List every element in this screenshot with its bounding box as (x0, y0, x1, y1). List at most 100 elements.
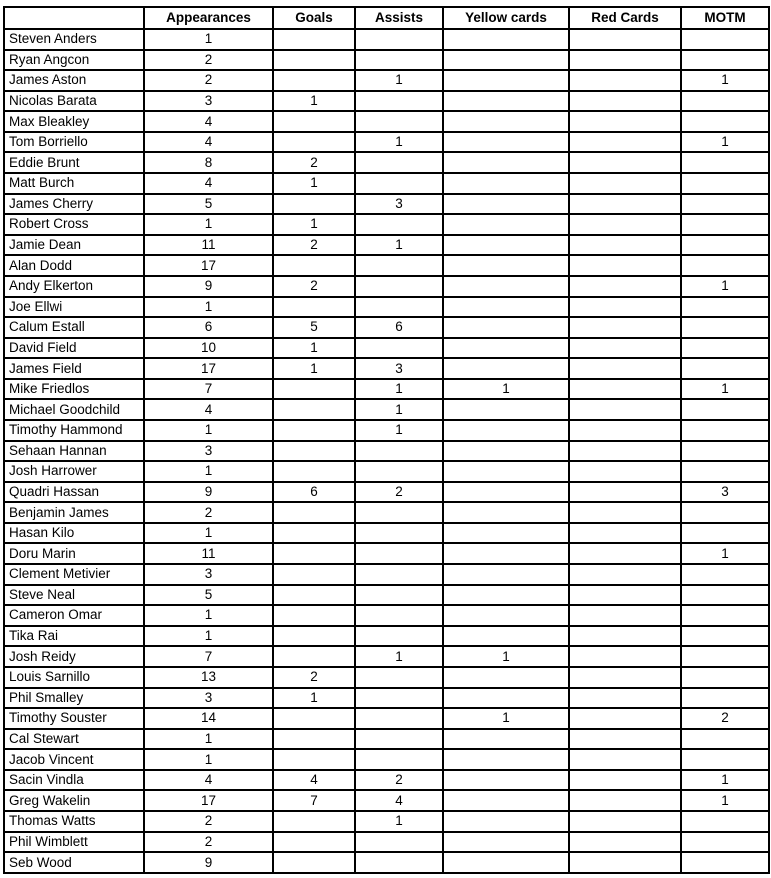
stat-cell (442, 480, 570, 504)
table-row: Sehaan Hannan 3 (3, 439, 770, 463)
table-row: Tika Rai 1 (3, 624, 770, 648)
player-name-cell: Josh Harrower (3, 460, 145, 483)
stat-cell (354, 542, 444, 566)
stat-cell: 1 (143, 727, 274, 751)
player-name-cell: Timothy Hammond (3, 419, 145, 442)
stat-cell (272, 563, 356, 586)
stat-cell (354, 460, 444, 483)
table-row: Max Bleakley 4 (3, 110, 770, 133)
stat-cell (442, 501, 570, 524)
player-name-cell: Matt Burch (3, 172, 145, 195)
stat-cell: 13 (143, 665, 274, 689)
stat-cell (680, 830, 770, 854)
table-row: Alan Dodd 17 (3, 254, 770, 277)
table-row: Benjamin James 2 (3, 501, 770, 524)
stat-cell (354, 830, 444, 854)
stat-cell (680, 748, 770, 771)
player-name-cell: Max Bleakley (3, 110, 145, 133)
stat-cell: 1 (354, 809, 444, 833)
stat-cell (568, 624, 682, 648)
stat-cell (442, 851, 570, 874)
stat-cell (680, 89, 770, 113)
stat-cell (568, 809, 682, 833)
stat-cell (272, 110, 356, 133)
table-row: David Field 10 1 (3, 336, 770, 360)
stat-cell (568, 542, 682, 566)
stat-cell (568, 563, 682, 586)
stat-cell (568, 665, 682, 689)
stat-cell (680, 233, 770, 257)
stat-cell (680, 28, 770, 51)
player-name-cell: Sacin Vindla (3, 768, 145, 792)
player-name-cell: Ryan Angcon (3, 48, 145, 72)
player-name-cell: Steve Neal (3, 583, 145, 607)
stat-cell (354, 583, 444, 607)
stat-cell (272, 419, 356, 442)
player-name-cell: Jamie Dean (3, 233, 145, 257)
stat-cell: 1 (680, 768, 770, 792)
table-body: Steven Anders 1 Ryan Angcon 2 James Aston 2 1 1… (3, 28, 770, 874)
player-name-cell: Greg Wakelin (3, 789, 145, 812)
player-name-cell: Alan Dodd (3, 254, 145, 277)
stat-cell: 6 (143, 316, 274, 339)
stat-cell: 3 (354, 357, 444, 380)
stat-cell: 5 (143, 192, 274, 216)
stat-cell (680, 151, 770, 175)
stat-cell: 9 (143, 274, 274, 298)
stat-cell (354, 151, 444, 175)
stat-cell (442, 563, 570, 586)
stat-cell (442, 439, 570, 463)
stat-cell: 2 (143, 501, 274, 524)
table-row: James Field 17 1 3 (3, 357, 770, 380)
stat-cell: 9 (143, 480, 274, 504)
stat-cell (442, 89, 570, 113)
table-row: Jacob Vincent 1 (3, 748, 770, 771)
stat-cell: 17 (143, 254, 274, 277)
stat-cell: 1 (143, 460, 274, 483)
stat-cell (680, 398, 770, 421)
player-name-cell: Louis Sarnillo (3, 665, 145, 689)
stat-cell: 1 (143, 624, 274, 648)
table-row: Mike Friedlos 7 1 1 1 (3, 377, 770, 401)
player-name-cell: David Field (3, 336, 145, 360)
stat-cell: 6 (354, 316, 444, 339)
stat-cell: 1 (442, 645, 570, 668)
stat-cell (272, 130, 356, 154)
stat-cell (568, 501, 682, 524)
stat-cell (442, 604, 570, 627)
player-name-cell: Doru Marin (3, 542, 145, 566)
stat-cell (680, 686, 770, 710)
stat-cell (442, 768, 570, 792)
player-name-cell: Eddie Brunt (3, 151, 145, 175)
stat-cell: 3 (354, 192, 444, 216)
stat-cell (272, 645, 356, 668)
player-name-cell: Steven Anders (3, 28, 145, 51)
stat-cell (442, 809, 570, 833)
stat-cell (680, 809, 770, 833)
stat-cell (568, 830, 682, 854)
stat-cell: 1 (143, 419, 274, 442)
stat-cell: 7 (272, 789, 356, 812)
stat-cell: 1 (272, 357, 356, 380)
stat-cell (272, 583, 356, 607)
stat-cell (354, 665, 444, 689)
table-row: Louis Sarnillo 13 2 (3, 665, 770, 689)
stat-cell (442, 830, 570, 854)
stat-cell (568, 419, 682, 442)
stat-cell: 4 (143, 398, 274, 421)
player-name-cell: James Field (3, 357, 145, 380)
player-name-cell: Hasan Kilo (3, 521, 145, 545)
stat-cell (680, 583, 770, 607)
stat-cell: 4 (272, 768, 356, 792)
stat-cell: 1 (680, 69, 770, 92)
stat-cell (442, 316, 570, 339)
stat-cell: 1 (354, 130, 444, 154)
stat-cell (272, 707, 356, 730)
stat-cell: 1 (680, 542, 770, 566)
stat-cell: 2 (354, 768, 444, 792)
stat-cell: 1 (272, 89, 356, 113)
stat-cell (272, 254, 356, 277)
stat-cell: 3 (143, 563, 274, 586)
stat-cell (568, 89, 682, 113)
